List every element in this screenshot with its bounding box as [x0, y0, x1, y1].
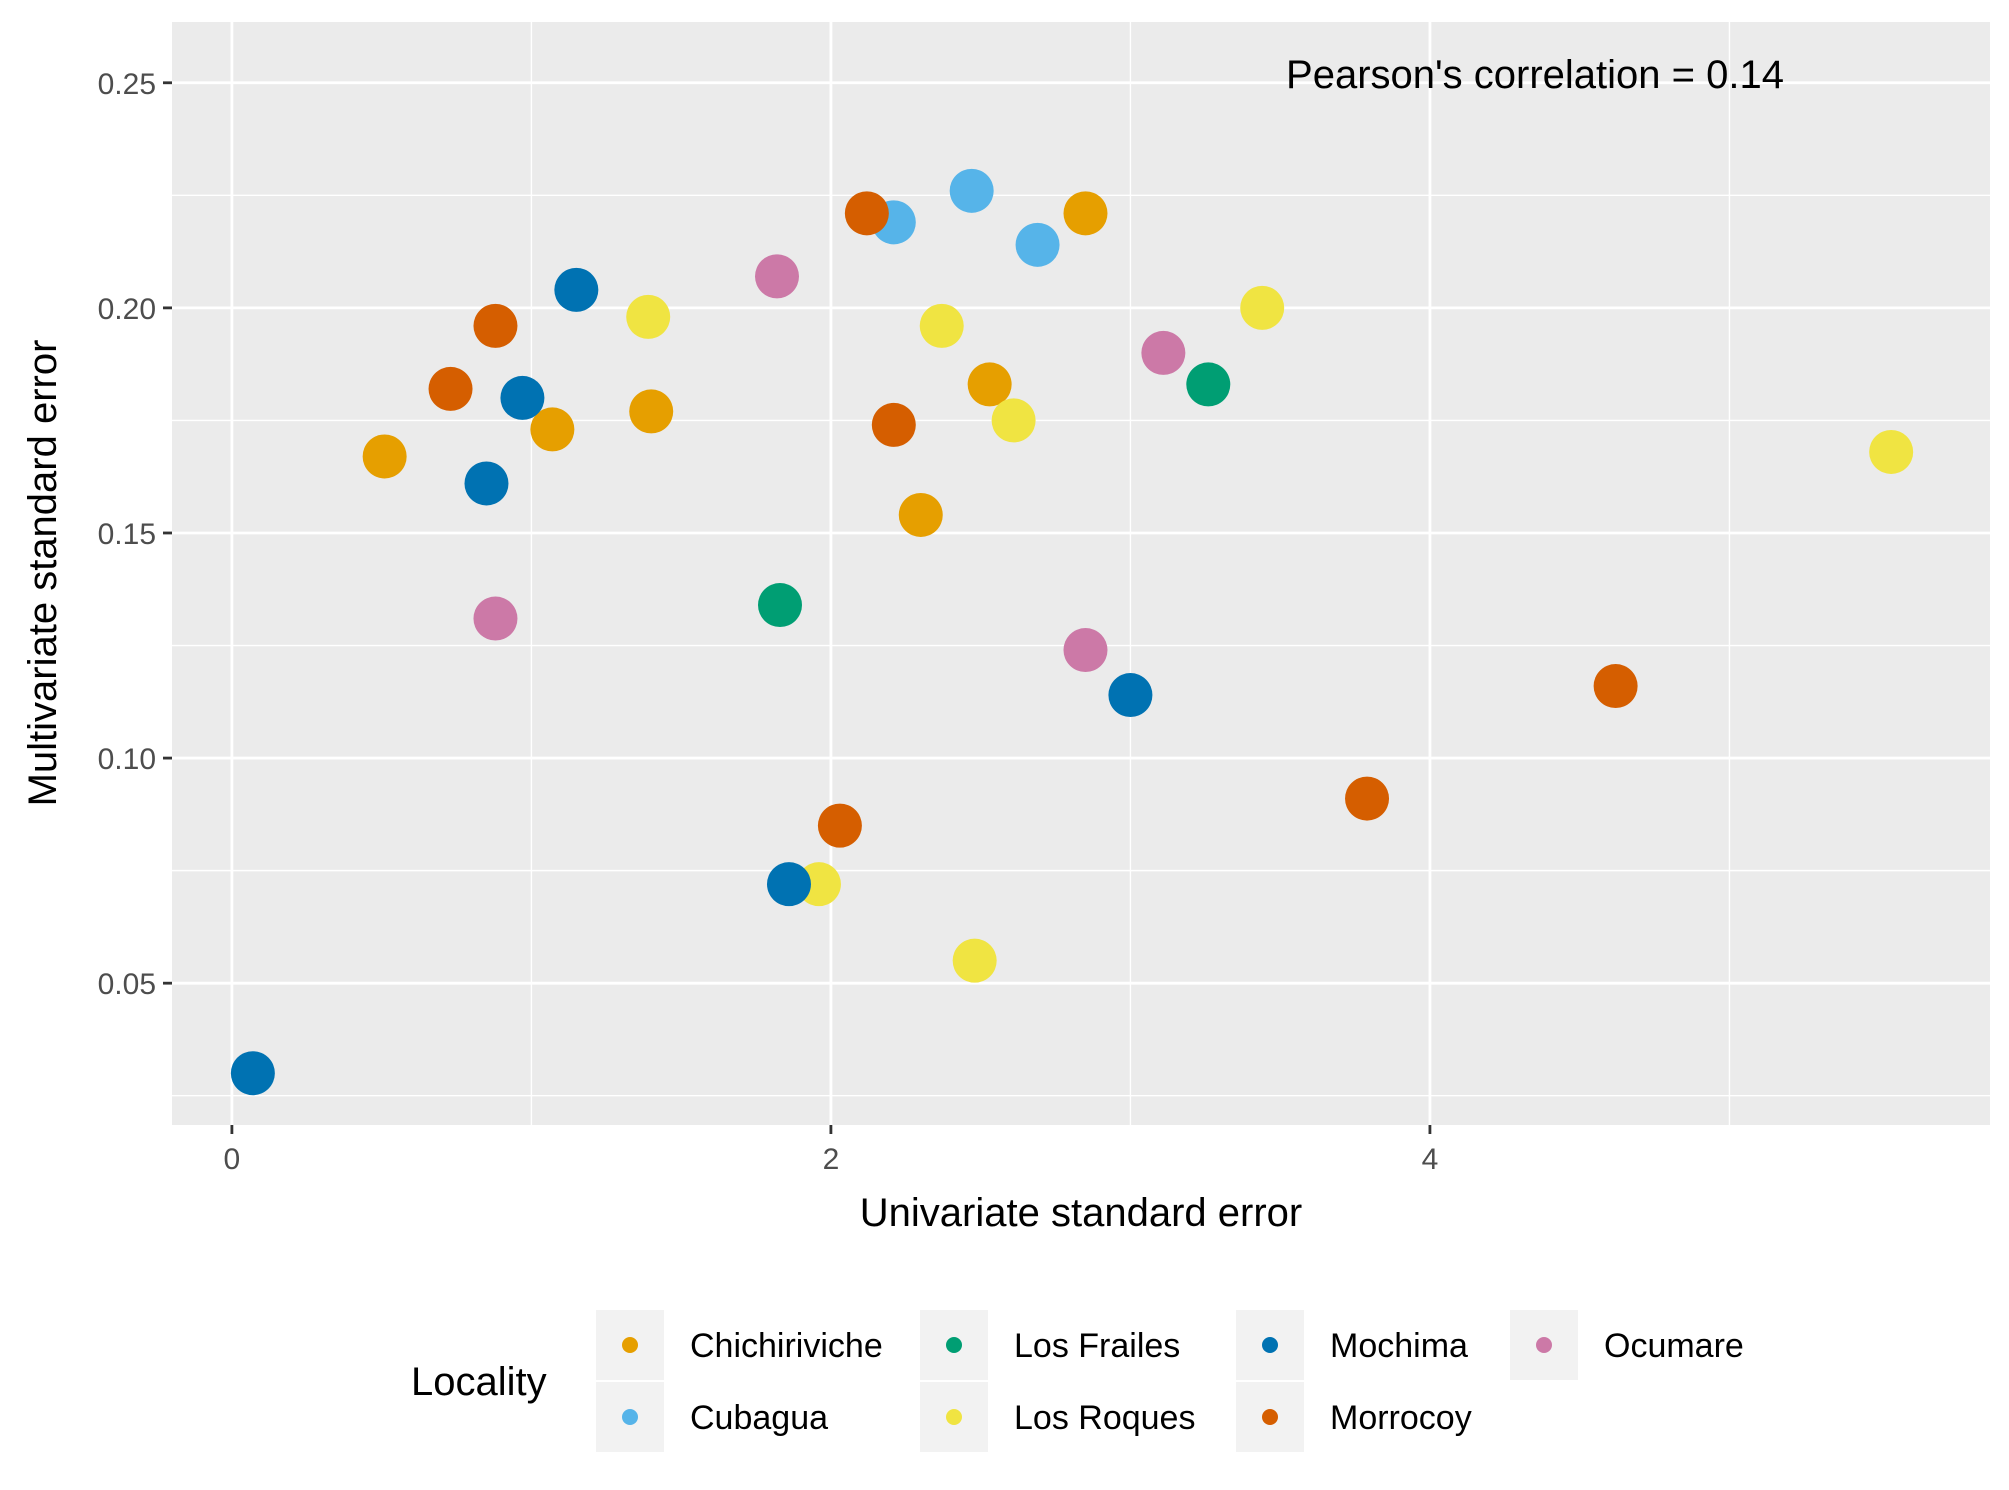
- legend-swatch-chichiriviche: [622, 1337, 638, 1353]
- data-point-morrocoy: [428, 366, 473, 411]
- data-point-chichiriviche: [967, 362, 1012, 407]
- legend-label-cubagua: Cubagua: [690, 1399, 828, 1437]
- data-point-morrocoy: [473, 303, 518, 348]
- data-point-los-roques: [626, 294, 671, 339]
- data-point-morrocoy: [817, 803, 862, 848]
- data-point-chichiriviche: [362, 434, 407, 479]
- legend-label-los-roques: Los Roques: [1014, 1399, 1195, 1437]
- legend-swatch-los-roques: [946, 1409, 962, 1425]
- data-point-chichiriviche: [898, 492, 943, 537]
- data-points: [230, 168, 1914, 1096]
- legend-title: Locality: [411, 1360, 547, 1404]
- data-point-chichiriviche: [1063, 191, 1108, 236]
- y-axis-title: Multivariate standard error: [21, 340, 65, 807]
- legend-label-ocumare: Ocumare: [1604, 1327, 1744, 1365]
- data-point-morrocoy: [844, 191, 889, 236]
- y-axis-tick-labels: 0.05 0.10 0.15 0.20 0.25: [98, 68, 156, 1001]
- data-point-mochima: [766, 862, 811, 907]
- data-point-los-roques: [1869, 429, 1914, 474]
- legend: Chichiriviche Cubagua Los Frailes Los Roque…: [596, 1310, 1744, 1452]
- data-point-morrocoy: [871, 402, 916, 447]
- data-point-cubagua: [1015, 222, 1060, 267]
- data-point-cubagua: [949, 168, 994, 213]
- y-tick-label: 0.10: [98, 743, 156, 776]
- legend-swatch-cubagua: [622, 1409, 638, 1425]
- y-tick-label: 0.20: [98, 293, 156, 326]
- legend-label-mochima: Mochima: [1330, 1327, 1468, 1365]
- data-point-los-roques: [991, 398, 1036, 443]
- data-point-los-roques: [952, 938, 997, 983]
- major-gridlines: [172, 22, 1990, 1125]
- data-point-mochima: [500, 375, 545, 420]
- y-tick-label: 0.05: [98, 968, 156, 1001]
- plot-panel: [172, 22, 1990, 1125]
- legend-swatch-ocumare: [1536, 1337, 1552, 1353]
- data-point-mochima: [464, 461, 509, 506]
- data-point-morrocoy: [1593, 664, 1638, 709]
- x-tick-label: 0: [224, 1143, 241, 1176]
- data-point-los-roques: [919, 303, 964, 348]
- x-axis-title: Univariate standard error: [860, 1191, 1302, 1235]
- data-point-morrocoy: [1345, 776, 1390, 821]
- data-point-ocumare: [755, 254, 800, 299]
- y-tick-label: 0.25: [98, 68, 156, 101]
- data-point-ocumare: [1063, 628, 1108, 673]
- legend-swatch-mochima: [1262, 1337, 1278, 1353]
- x-axis-tick-labels: 0 2 4: [224, 1143, 1439, 1176]
- data-point-los-frailes: [1186, 362, 1231, 407]
- data-point-mochima: [230, 1051, 275, 1096]
- data-point-chichiriviche: [530, 407, 575, 452]
- data-point-los-frailes: [757, 583, 802, 628]
- legend-swatch-morrocoy: [1262, 1409, 1278, 1425]
- legend-label-morrocoy: Morrocoy: [1330, 1399, 1472, 1437]
- x-tick-label: 4: [1422, 1143, 1439, 1176]
- legend-label-los-frailes: Los Frailes: [1014, 1327, 1180, 1365]
- correlation-annotation: Pearson's correlation = 0.14: [1286, 53, 1784, 97]
- data-point-mochima: [554, 267, 599, 312]
- axis-ticks: [163, 81, 1432, 1134]
- data-point-mochima: [1108, 673, 1153, 718]
- legend-swatch-los-frailes: [946, 1337, 962, 1353]
- y-tick-label: 0.15: [98, 518, 156, 551]
- x-tick-label: 2: [823, 1143, 840, 1176]
- data-point-chichiriviche: [629, 389, 674, 434]
- legend-label-chichiriviche: Chichiriviche: [690, 1327, 883, 1365]
- data-point-los-roques: [1240, 285, 1285, 330]
- data-point-ocumare: [1141, 330, 1186, 375]
- data-point-ocumare: [473, 596, 518, 641]
